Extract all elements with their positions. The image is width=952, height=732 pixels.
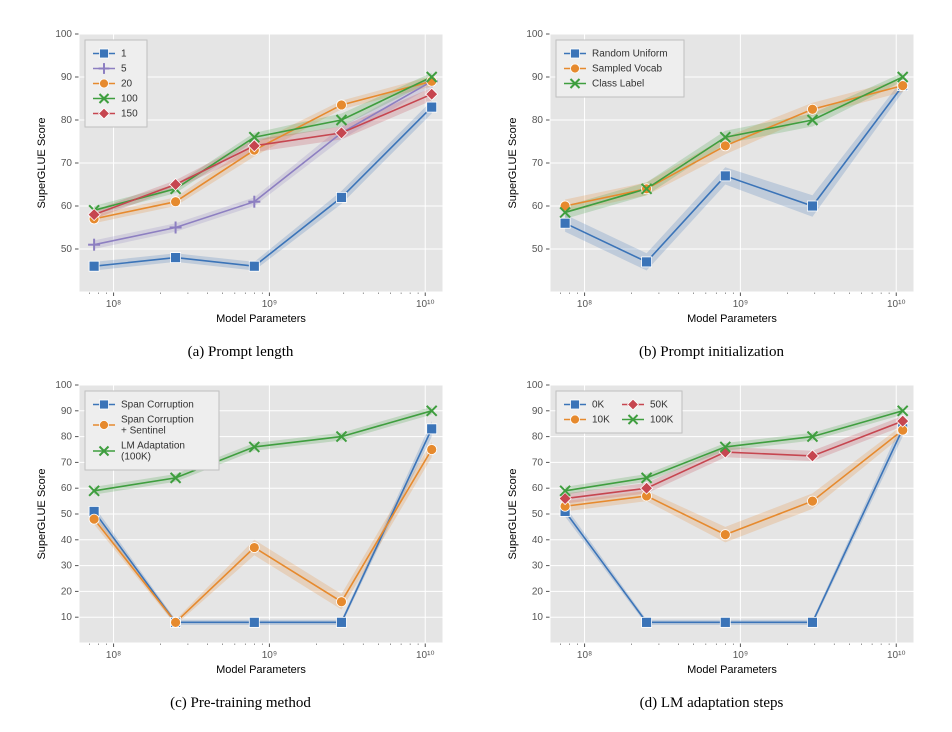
svg-text:Sampled Vocab: Sampled Vocab <box>592 64 662 75</box>
svg-text:LM Adaptation: LM Adaptation <box>121 441 185 452</box>
svg-text:30: 30 <box>60 561 72 572</box>
svg-text:10⁹: 10⁹ <box>732 299 747 310</box>
caption-d: (d) LM adaptation steps <box>640 695 784 712</box>
svg-text:70: 70 <box>60 158 72 169</box>
svg-text:10⁸: 10⁸ <box>105 299 120 310</box>
svg-text:SuperGLUE Score: SuperGLUE Score <box>36 468 48 559</box>
svg-text:90: 90 <box>531 72 543 83</box>
svg-text:90: 90 <box>60 72 72 83</box>
svg-text:+ Sentinel: + Sentinel <box>121 426 166 437</box>
svg-text:10¹⁰: 10¹⁰ <box>416 650 434 661</box>
svg-text:70: 70 <box>60 457 72 468</box>
svg-text:SuperGLUE Score: SuperGLUE Score <box>507 468 519 559</box>
svg-text:Model Parameters: Model Parameters <box>216 664 306 676</box>
svg-text:100: 100 <box>526 29 543 40</box>
svg-text:SuperGLUE Score: SuperGLUE Score <box>36 117 48 208</box>
svg-text:50: 50 <box>531 509 543 520</box>
svg-text:70: 70 <box>531 158 543 169</box>
svg-text:50: 50 <box>531 244 543 255</box>
svg-text:70: 70 <box>531 457 543 468</box>
svg-text:10: 10 <box>531 612 543 623</box>
svg-text:10⁸: 10⁸ <box>576 299 591 310</box>
svg-text:10⁸: 10⁸ <box>576 650 591 661</box>
svg-text:0K: 0K <box>592 400 605 411</box>
svg-text:60: 60 <box>60 483 72 494</box>
chart-b: 50 60 70 80 90 100 10⁸ 10⁹ 10¹⁰ SuperGLUE Score Mo… <box>492 20 932 340</box>
panel-b: 50 60 70 80 90 100 10⁸ 10⁹ 10¹⁰ SuperGLUE Score Mo… <box>491 20 932 361</box>
caption-a: (a) Prompt length <box>188 344 294 361</box>
svg-text:80: 80 <box>531 115 543 126</box>
svg-text:Model Parameters: Model Parameters <box>216 313 306 325</box>
svg-text:80: 80 <box>60 115 72 126</box>
svg-text:Span Corruption: Span Corruption <box>121 400 194 411</box>
svg-text:90: 90 <box>60 406 72 417</box>
svg-text:Model Parameters: Model Parameters <box>687 313 777 325</box>
svg-text:Random Uniform: Random Uniform <box>592 49 668 60</box>
svg-text:10⁹: 10⁹ <box>261 650 276 661</box>
svg-text:20: 20 <box>531 586 543 597</box>
svg-text:100: 100 <box>121 94 138 105</box>
svg-text:80: 80 <box>531 432 543 443</box>
svg-text:100: 100 <box>55 380 72 391</box>
panel-a: 50 60 70 80 90 100 10⁸ 10⁹ 10¹⁰ SuperGLUE Score Mo… <box>20 20 461 361</box>
svg-text:1: 1 <box>121 49 127 60</box>
svg-text:10: 10 <box>60 612 72 623</box>
svg-text:10⁹: 10⁹ <box>261 299 276 310</box>
svg-text:10⁸: 10⁸ <box>105 650 120 661</box>
svg-text:10⁹: 10⁹ <box>732 650 747 661</box>
svg-text:60: 60 <box>531 483 543 494</box>
caption-b: (b) Prompt initialization <box>639 344 784 361</box>
svg-text:50: 50 <box>60 244 72 255</box>
svg-text:100K: 100K <box>650 415 674 426</box>
chart-d: 10 20 30 40 50 60 70 80 90 100 10⁸ 10⁹ 10¹⁰ SuperGLUE… <box>492 371 932 691</box>
svg-text:50: 50 <box>60 509 72 520</box>
svg-text:30: 30 <box>531 561 543 572</box>
svg-text:80: 80 <box>60 432 72 443</box>
svg-text:150: 150 <box>121 109 138 120</box>
svg-text:10¹⁰: 10¹⁰ <box>887 650 905 661</box>
caption-c: (c) Pre-training method <box>170 695 311 712</box>
svg-text:20: 20 <box>60 586 72 597</box>
chart-a: 50 60 70 80 90 100 10⁸ 10⁹ 10¹⁰ SuperGLUE Score Mo… <box>21 20 461 340</box>
svg-text:100: 100 <box>526 380 543 391</box>
svg-text:Model Parameters: Model Parameters <box>687 664 777 676</box>
svg-text:10¹⁰: 10¹⁰ <box>416 299 434 310</box>
svg-text:60: 60 <box>60 201 72 212</box>
panel-c: 10 20 30 40 50 60 70 80 90 100 10⁸ 10⁹ 10¹⁰ SuperGLUE… <box>20 371 461 712</box>
svg-text:SuperGLUE Score: SuperGLUE Score <box>507 117 519 208</box>
svg-text:50K: 50K <box>650 400 668 411</box>
figure-grid: 50 60 70 80 90 100 10⁸ 10⁹ 10¹⁰ SuperGLUE Score Mo… <box>20 20 932 712</box>
svg-text:5: 5 <box>121 64 127 75</box>
svg-text:10K: 10K <box>592 415 610 426</box>
svg-text:40: 40 <box>60 535 72 546</box>
svg-text:60: 60 <box>531 201 543 212</box>
svg-text:90: 90 <box>531 406 543 417</box>
svg-text:(100K): (100K) <box>121 452 151 463</box>
svg-text:40: 40 <box>531 535 543 546</box>
svg-text:Class Label: Class Label <box>592 79 644 90</box>
svg-text:Span Corruption: Span Corruption <box>121 415 194 426</box>
svg-text:100: 100 <box>55 29 72 40</box>
svg-text:10¹⁰: 10¹⁰ <box>887 299 905 310</box>
panel-d: 10 20 30 40 50 60 70 80 90 100 10⁸ 10⁹ 10¹⁰ SuperGLUE… <box>491 371 932 712</box>
chart-c: 10 20 30 40 50 60 70 80 90 100 10⁸ 10⁹ 10¹⁰ SuperGLUE… <box>21 371 461 691</box>
svg-text:20: 20 <box>121 79 133 90</box>
